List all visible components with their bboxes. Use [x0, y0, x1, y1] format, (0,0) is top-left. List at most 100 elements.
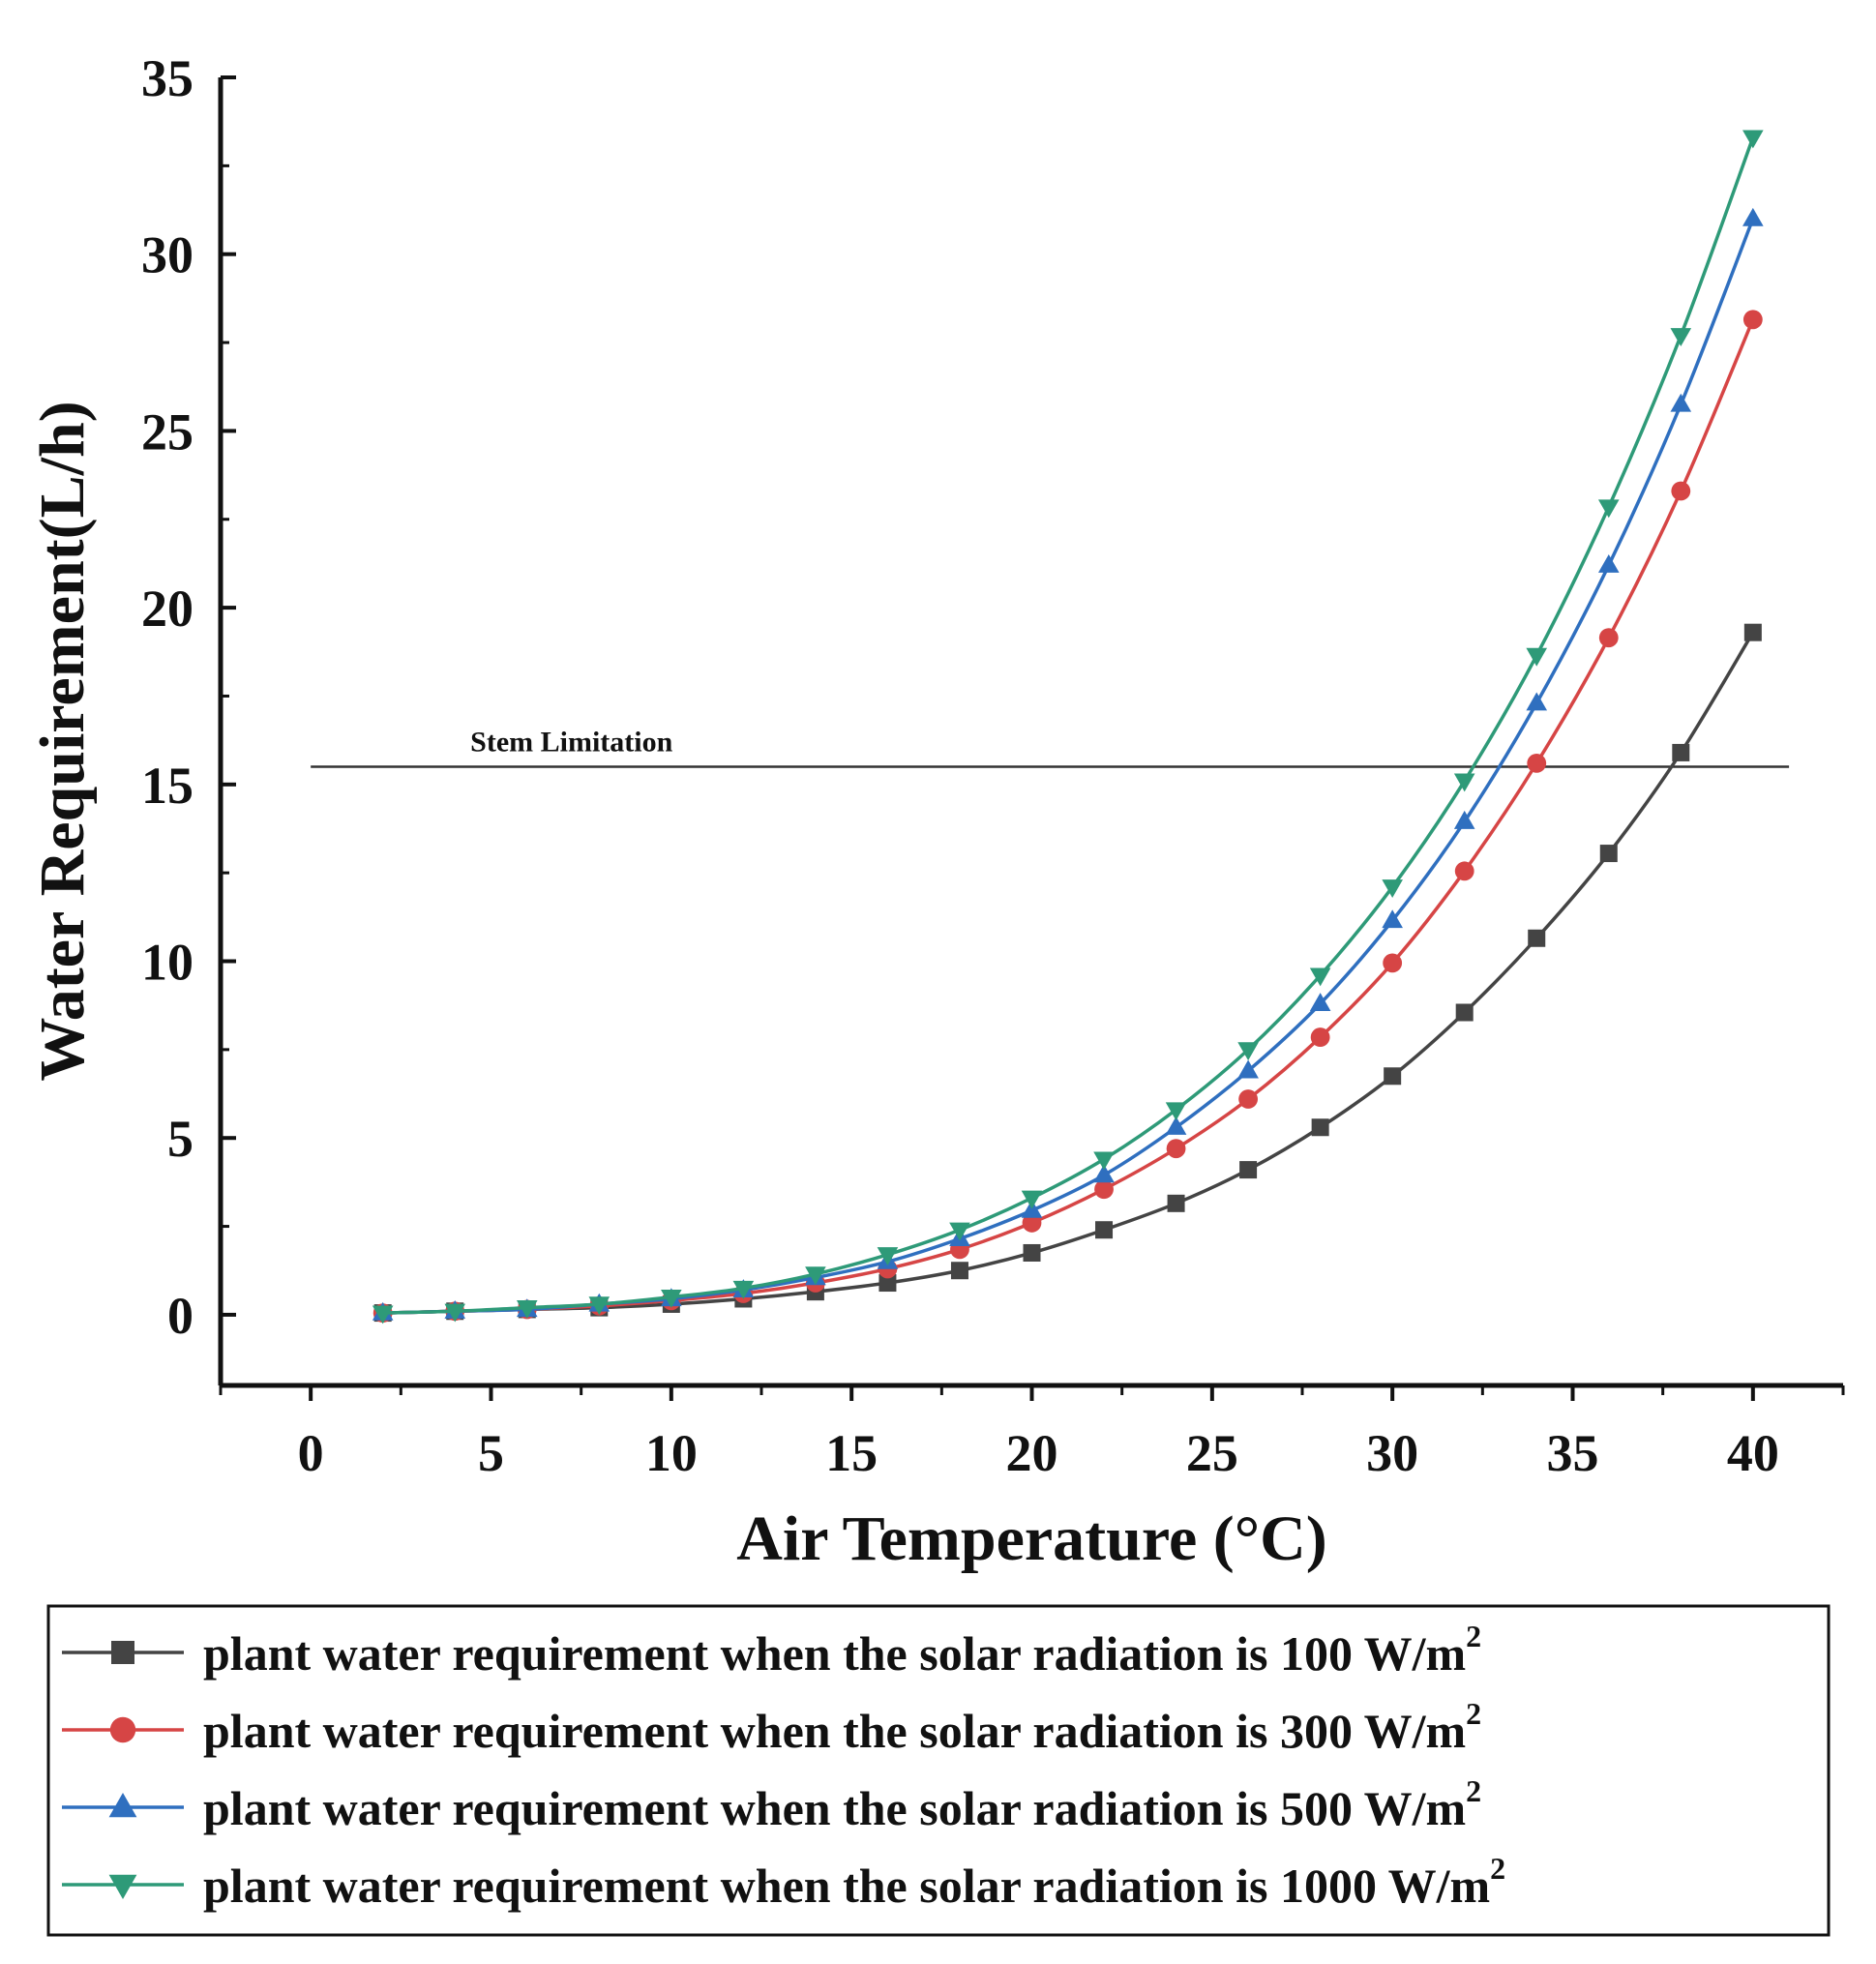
x-tick-label: 20 [1006, 1424, 1058, 1482]
data-point-triangle-down [1237, 1042, 1259, 1061]
data-point-triangle-up [1237, 1059, 1259, 1079]
series-2 [372, 310, 1763, 1323]
data-point-circle [1598, 628, 1619, 648]
data-point-triangle-up [1093, 1164, 1115, 1183]
data-point-triangle-up [1670, 393, 1692, 412]
x-tick-label: 15 [825, 1424, 878, 1482]
data-point-circle [1022, 1213, 1042, 1233]
data-point-square [1311, 1118, 1329, 1137]
data-point-triangle-up [1453, 810, 1475, 829]
data-point-square [1095, 1221, 1114, 1239]
data-point-triangle-down [1021, 1190, 1043, 1209]
series-line [382, 318, 1755, 1315]
axes: 0 5 10 15 20 25 30 35 0 5 10 15 20 25 30 35 40 [141, 49, 1845, 1482]
x-tick-label: 35 [1547, 1424, 1599, 1482]
data-point-triangle-down [1526, 647, 1548, 667]
data-point-triangle-down [1165, 1102, 1187, 1121]
data-point-square [1167, 1194, 1185, 1212]
data-point-triangle-up [1309, 993, 1331, 1012]
data-point-triangle-down [877, 1247, 899, 1266]
x-tick-label: 40 [1727, 1424, 1779, 1482]
y-tick-label: 35 [141, 49, 194, 107]
legend: plant water requirement when the solar r… [46, 1604, 1831, 1937]
data-point-triangle-down [1309, 967, 1331, 987]
y-tick-label: 0 [167, 1287, 194, 1345]
legend-label: plant water requirement when the solar r… [203, 1696, 1481, 1758]
legend-marker-square [111, 1641, 134, 1664]
data-point-square [1743, 623, 1762, 641]
data-point-triangle-down [805, 1266, 826, 1286]
data-point-triangle-down [1382, 879, 1403, 899]
data-point-triangle-up [1742, 207, 1764, 226]
data-point-square [878, 1274, 897, 1293]
data-point-square [1599, 845, 1618, 863]
y-tick-label: 15 [141, 757, 194, 815]
x-tick-label: 5 [478, 1424, 504, 1482]
legend-box [46, 1604, 1831, 1937]
legend-item: plant water requirement when the solar r… [62, 1851, 1505, 1913]
legend-label-name: plant water requirement when the solar r… [203, 1626, 1364, 1681]
data-point-circle [1238, 1089, 1258, 1109]
x-tick-label: 10 [645, 1424, 698, 1482]
legend-label-superscript: 2 [1490, 1851, 1505, 1886]
data-point-triangle-up [1382, 909, 1403, 929]
data-point-circle [1166, 1139, 1186, 1159]
data-point-circle [1310, 1027, 1330, 1047]
legend-label-unit: W/m [1364, 1704, 1467, 1758]
series-4 [372, 130, 1764, 1324]
y-tick-label: 10 [141, 934, 194, 992]
y-tick-label: 5 [167, 1110, 194, 1168]
legend-item: plant water requirement when the solar r… [62, 1773, 1481, 1835]
data-point-triangle-down [1597, 499, 1620, 519]
data-point-circle [1527, 753, 1547, 773]
data-point-triangle-down [372, 1305, 394, 1324]
x-axis-title: Air Temperature (°C) [736, 1503, 1327, 1574]
y-tick-label: 30 [141, 226, 194, 284]
legend-label-unit: W/m [1364, 1781, 1467, 1835]
data-point-triangle-up [1597, 554, 1620, 573]
data-point-square [950, 1262, 968, 1280]
stem-limitation-reference: Stem Limitation [311, 727, 1790, 768]
data-point-triangle-down [588, 1296, 610, 1316]
legend-label-superscript: 2 [1466, 1619, 1481, 1653]
legend-marker-triangle-up [108, 1793, 137, 1818]
legend-marker-triangle-down [108, 1874, 137, 1899]
legend-label-superscript: 2 [1466, 1696, 1481, 1731]
series-3 [372, 207, 1764, 1321]
stem-limitation-label: Stem Limitation [470, 727, 672, 759]
data-point-circle [1094, 1179, 1114, 1200]
data-point-triangle-down [661, 1289, 682, 1308]
legend-label-name: plant water requirement when the solar r… [203, 1704, 1364, 1758]
legend-label-unit: W/m [1388, 1859, 1491, 1913]
series-group [372, 130, 1764, 1324]
data-point-square [1384, 1067, 1402, 1086]
data-point-triangle-down [1742, 130, 1764, 149]
legend-label-unit: W/m [1364, 1626, 1467, 1681]
legend-label: plant water requirement when the solar r… [203, 1851, 1505, 1913]
data-point-triangle-down [1453, 773, 1475, 792]
legend-label-superscript: 2 [1466, 1773, 1481, 1808]
legend-item: plant water requirement when the solar r… [62, 1619, 1481, 1681]
legend-item: plant water requirement when the solar r… [62, 1696, 1481, 1758]
data-point-triangle-down [444, 1303, 466, 1323]
data-point-triangle-down [1093, 1151, 1115, 1171]
data-point-square [1455, 1003, 1474, 1022]
data-point-square [1528, 929, 1546, 947]
x-tick-label: 0 [298, 1424, 324, 1482]
y-tick-label: 20 [141, 580, 194, 638]
x-tick-label: 30 [1366, 1424, 1418, 1482]
data-point-triangle-up [1526, 692, 1548, 711]
legend-label-name: plant water requirement when the solar r… [203, 1781, 1364, 1835]
data-point-triangle-up [1165, 1116, 1187, 1135]
legend-label: plant water requirement when the solar r… [203, 1773, 1481, 1835]
legend-label-name: plant water requirement when the solar r… [203, 1859, 1388, 1913]
data-point-triangle-down [732, 1280, 755, 1299]
y-tick-label: 25 [141, 402, 194, 461]
y-axis-title: Water Requirement(L/h) [27, 401, 98, 1081]
data-point-triangle-down [1670, 328, 1692, 346]
series-line [382, 136, 1755, 1315]
data-point-circle [1671, 481, 1691, 501]
data-point-square [1239, 1161, 1258, 1179]
x-tick-label: 25 [1186, 1424, 1238, 1482]
